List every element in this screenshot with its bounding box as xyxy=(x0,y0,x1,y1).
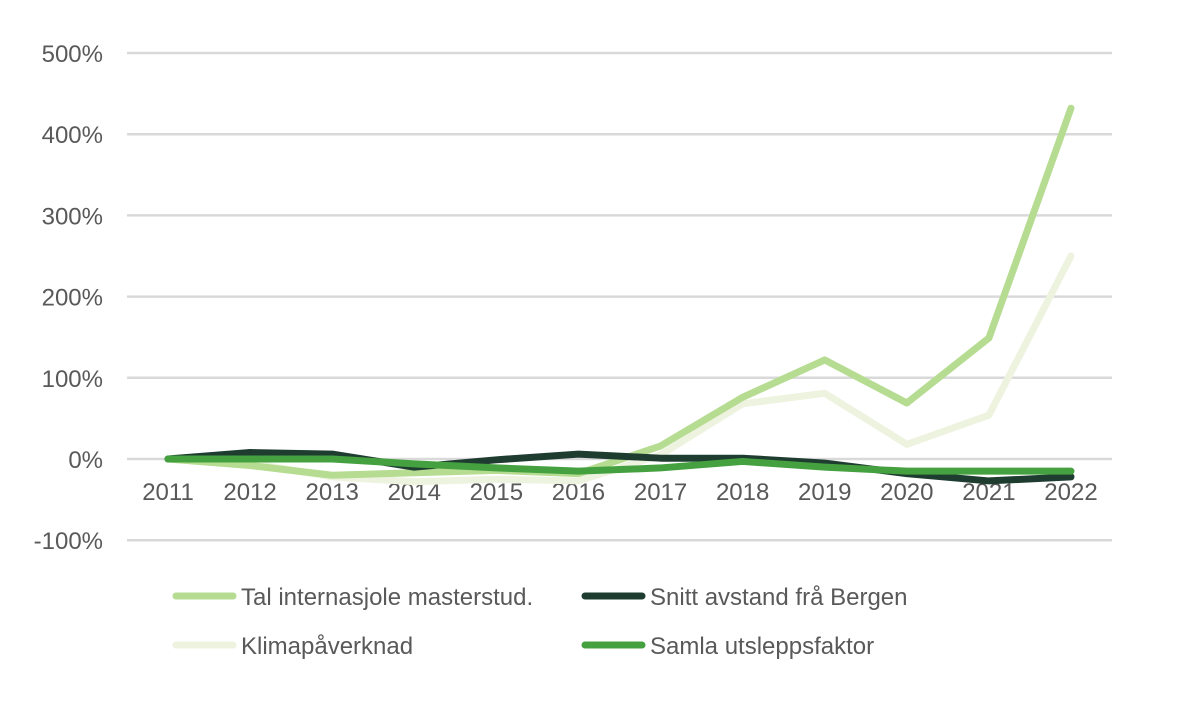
y-tick-label: 0% xyxy=(68,447,103,474)
legend-label: Snitt avstand frå Bergen xyxy=(650,584,907,611)
y-tick-label: -100% xyxy=(34,528,103,555)
x-tick-label: 2017 xyxy=(634,479,687,506)
x-tick-label: 2013 xyxy=(305,479,358,506)
legend-label: Tal internasjole masterstud. xyxy=(241,584,533,611)
legend-item: Klimapåverknad xyxy=(172,633,413,660)
series-line-2 xyxy=(164,252,1075,486)
x-tick-label: 2022 xyxy=(1044,479,1097,506)
y-tick-label: 300% xyxy=(42,203,103,230)
y-tick-label: 200% xyxy=(42,285,103,312)
series-line-0 xyxy=(164,104,1075,479)
legend-item: Samla utsleppsfaktor xyxy=(581,633,874,660)
x-tick-label: 2018 xyxy=(716,479,769,506)
y-tick-label: 400% xyxy=(42,122,103,149)
x-tick-label: 2020 xyxy=(880,479,933,506)
legend-label: Samla utsleppsfaktor xyxy=(650,633,874,660)
legend-label: Klimapåverknad xyxy=(241,633,413,660)
x-tick-label: 2012 xyxy=(223,479,276,506)
legend-item: Snitt avstand frå Bergen xyxy=(581,584,907,611)
series-line-1 xyxy=(164,449,1075,485)
legend-item: Tal internasjole masterstud. xyxy=(172,584,533,611)
x-tick-label: 2019 xyxy=(798,479,851,506)
series-line-3 xyxy=(164,455,1075,475)
y-tick-label: 100% xyxy=(42,366,103,393)
y-tick-label: 500% xyxy=(42,41,103,68)
x-tick-label: 2015 xyxy=(470,479,523,506)
x-tick-label: 2011 xyxy=(142,479,194,506)
